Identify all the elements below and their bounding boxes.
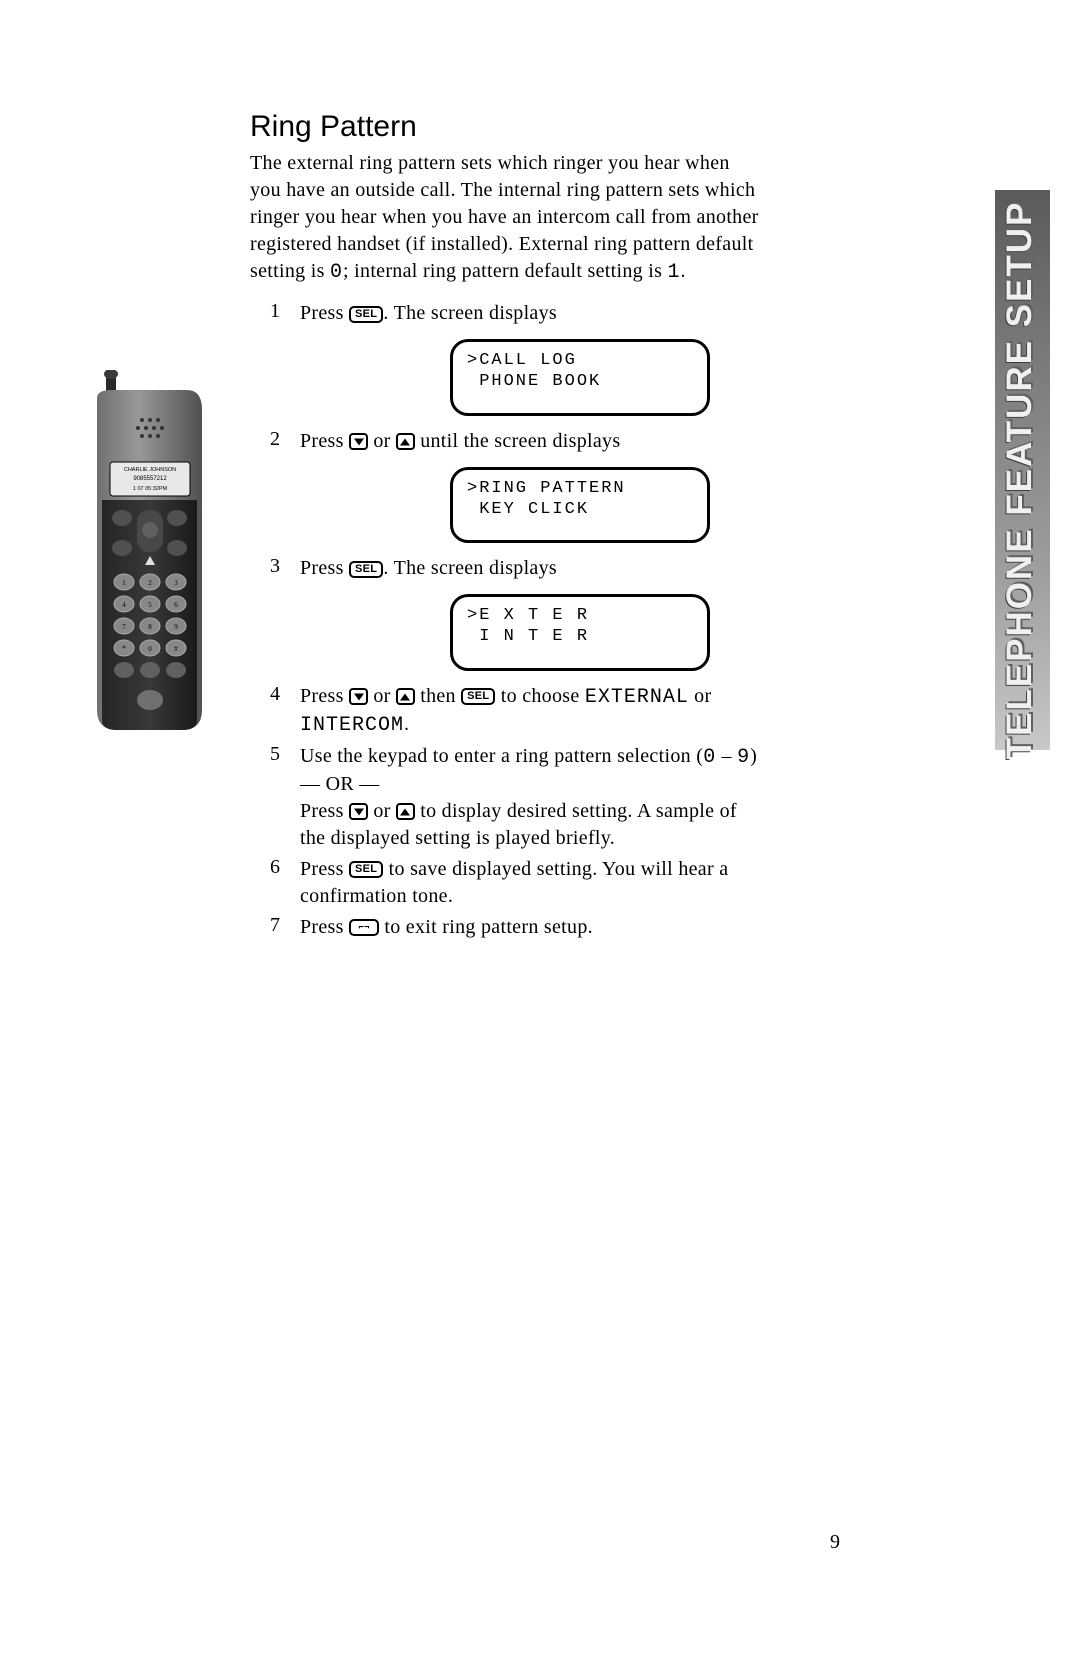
step-num: 4 bbox=[250, 683, 300, 739]
svg-text:1: 1 bbox=[122, 579, 126, 587]
side-tab-gradient: TELEPHONE FEATURE SETUP bbox=[995, 190, 1050, 750]
svg-text:1 07 05:32PM: 1 07 05:32PM bbox=[133, 486, 168, 492]
step-2: 2 Press or until the screen displays bbox=[250, 428, 760, 455]
step-1: 1 Press SEL. The screen displays bbox=[250, 300, 760, 327]
svg-text:4: 4 bbox=[122, 601, 126, 609]
svg-text:CHARLIE JOHNSON: CHARLIE JOHNSON bbox=[124, 467, 176, 473]
phone-illustration: CHARLIE JOHNSON 9085557212 1 07 05:32PM … bbox=[82, 370, 217, 740]
sel-icon: SEL bbox=[349, 561, 383, 578]
step-text: Press or until the screen displays bbox=[300, 428, 760, 455]
svg-text:3: 3 bbox=[174, 579, 178, 587]
lcd-screen-1: >CALL LOG PHONE BOOK bbox=[450, 339, 710, 416]
svg-text:8: 8 bbox=[148, 623, 152, 631]
step-text: Press to exit ring pattern setup. bbox=[300, 914, 760, 941]
step-text: Press SEL to save displayed setting. You… bbox=[300, 856, 760, 910]
svg-text:2: 2 bbox=[148, 579, 152, 587]
down-arrow-icon bbox=[349, 433, 368, 450]
step-3: 3 Press SEL. The screen displays bbox=[250, 555, 760, 582]
svg-text:6: 6 bbox=[174, 601, 178, 609]
section-title: Ring Pattern bbox=[250, 110, 760, 144]
up-arrow-icon bbox=[396, 688, 415, 705]
step-num: 1 bbox=[250, 300, 300, 327]
lcd-line: PHONE BOOK bbox=[467, 371, 693, 392]
sel-icon: SEL bbox=[349, 861, 383, 878]
lcd-line: >CALL LOG bbox=[467, 350, 693, 371]
step-text: Use the keypad to enter a ring pattern s… bbox=[300, 743, 760, 852]
sel-icon: SEL bbox=[461, 688, 495, 705]
step-7: 7 Press to exit ring pattern setup. bbox=[250, 914, 760, 941]
up-arrow-icon bbox=[396, 803, 415, 820]
lcd-line: KEY CLICK bbox=[467, 499, 693, 520]
page-number: 9 bbox=[830, 1531, 840, 1554]
svg-text:9: 9 bbox=[174, 623, 178, 631]
step-4: 4 Press or then SEL to choose EXTERNAL o… bbox=[250, 683, 760, 739]
step-num: 3 bbox=[250, 555, 300, 582]
step-5: 5 Use the keypad to enter a ring pattern… bbox=[250, 743, 760, 852]
svg-text:#: # bbox=[174, 645, 178, 653]
step-num: 6 bbox=[250, 856, 300, 910]
svg-text:0: 0 bbox=[148, 645, 152, 653]
intro-text: The external ring pattern sets which rin… bbox=[250, 150, 760, 286]
sel-icon: SEL bbox=[349, 306, 383, 323]
step-6: 6 Press SEL to save displayed setting. Y… bbox=[250, 856, 760, 910]
phone-svg: CHARLIE JOHNSON 9085557212 1 07 05:32PM … bbox=[82, 370, 217, 740]
step-text: Press or then SEL to choose EXTERNAL or … bbox=[300, 683, 760, 739]
step-text: Press SEL. The screen displays bbox=[300, 300, 760, 327]
lcd-line: >RING PATTERN bbox=[467, 478, 693, 499]
step-num: 2 bbox=[250, 428, 300, 455]
svg-text:9085557212: 9085557212 bbox=[133, 476, 167, 482]
lcd-screen-3: >E X T E R I N T E R bbox=[450, 594, 710, 671]
svg-text:7: 7 bbox=[122, 623, 126, 631]
up-arrow-icon bbox=[396, 433, 415, 450]
lcd-line: I N T E R bbox=[467, 626, 693, 647]
step-num: 7 bbox=[250, 914, 300, 941]
svg-text:*: * bbox=[122, 644, 126, 653]
lcd-screen-2: >RING PATTERN KEY CLICK bbox=[450, 467, 710, 544]
side-tab-label: TELEPHONE FEATURE SETUP bbox=[1000, 200, 1040, 760]
lcd-line: >E X T E R bbox=[467, 605, 693, 626]
phone-icon bbox=[349, 919, 379, 936]
step-text: Press SEL. The screen displays bbox=[300, 555, 760, 582]
svg-text:5: 5 bbox=[148, 601, 152, 609]
down-arrow-icon bbox=[349, 688, 368, 705]
down-arrow-icon bbox=[349, 803, 368, 820]
step-num: 5 bbox=[250, 743, 300, 852]
